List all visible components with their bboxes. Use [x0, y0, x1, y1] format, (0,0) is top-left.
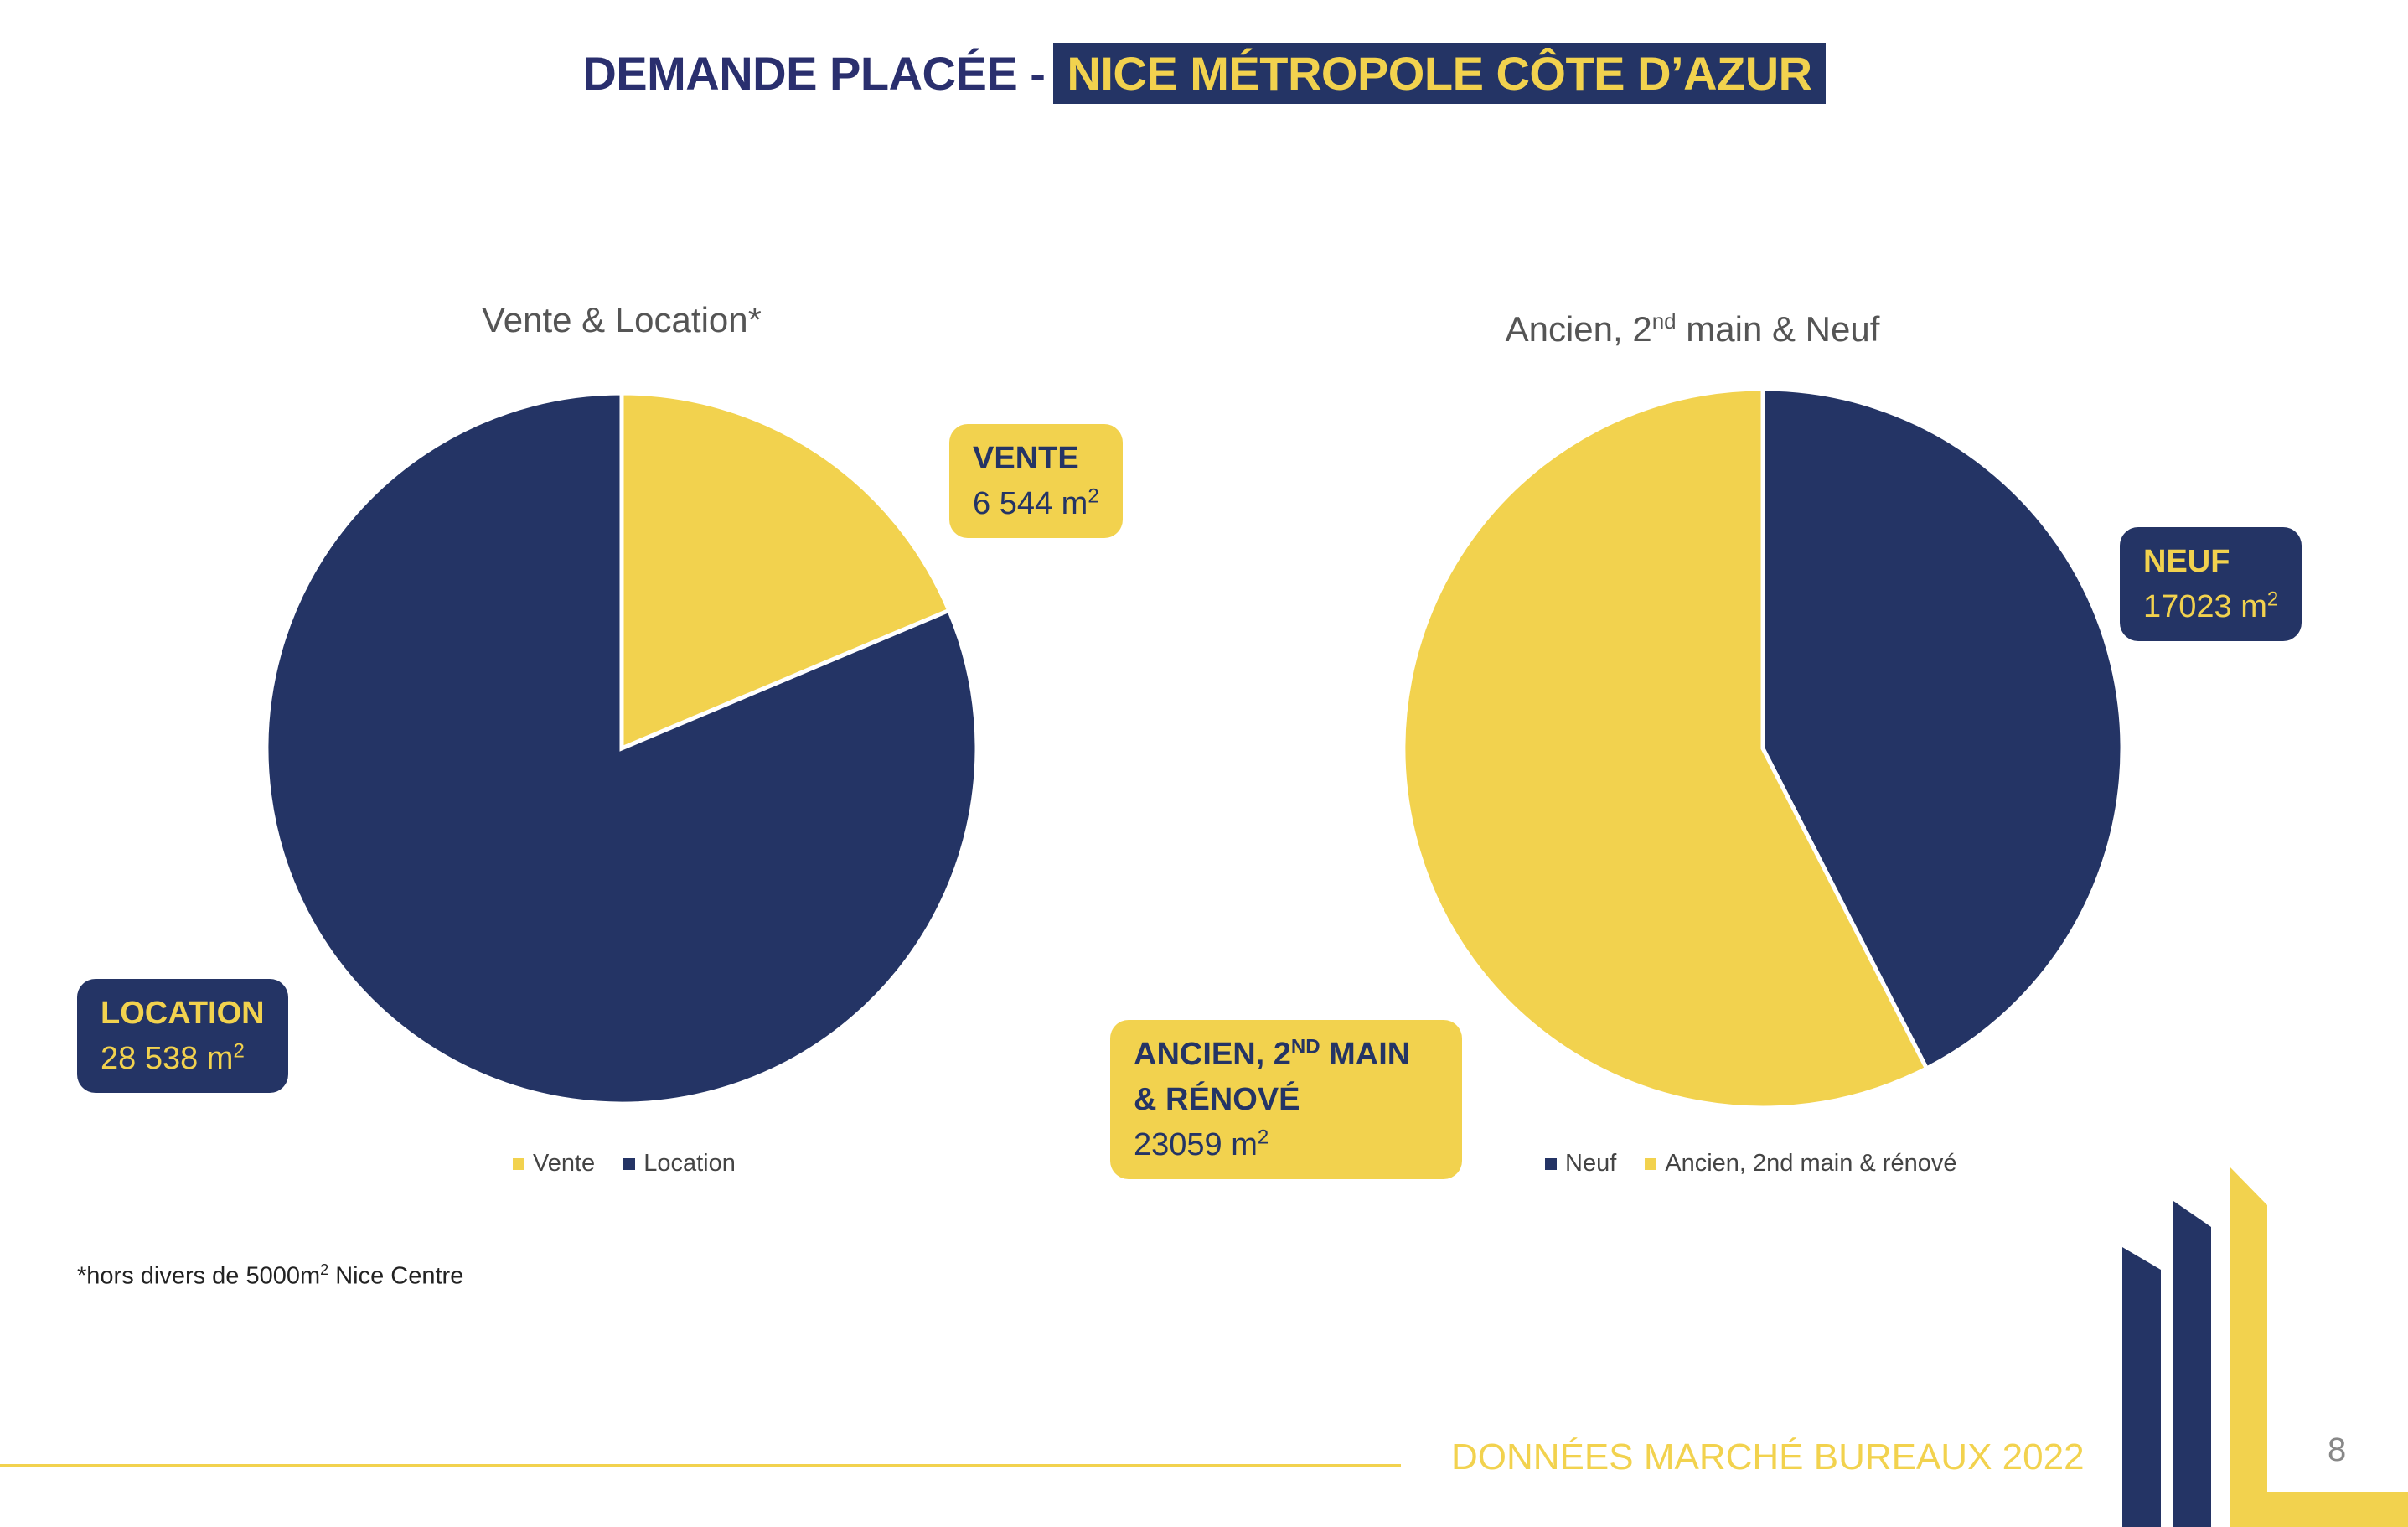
label-ancien: ANCIEN, 2ND MAIN & RÉNOVÉ 23059 m2	[1110, 1020, 1462, 1179]
title-plain: DEMANDE PLACÉE -	[582, 46, 1046, 100]
label-vente: VENTE 6 544 m2	[949, 424, 1123, 538]
legend-swatch	[513, 1157, 524, 1170]
footer-line	[0, 1464, 1401, 1467]
page-title: DEMANDE PLACÉE - NICE MÉTROPOLE CÔTE D’A…	[0, 39, 2408, 107]
deco-bar-1	[2122, 1247, 2161, 1527]
legend-swatch	[1545, 1157, 1557, 1170]
deco-bar-yellow	[2230, 1167, 2408, 1527]
legend-item-vente: Vente	[513, 1150, 595, 1178]
page-number: 8	[2328, 1431, 2347, 1468]
chart2-legend: Neuf Ancien, 2nd main & rénové	[1545, 1150, 1956, 1178]
label-location: LOCATION 28 538 m2	[77, 979, 288, 1093]
title-highlight: NICE MÉTROPOLE CÔTE D’AZUR	[1053, 42, 1826, 104]
pie-slice-ancien-2nd-main-r-nov-	[1401, 386, 1930, 1110]
pie-slice-vente	[619, 391, 953, 752]
footer-text: DONNÉES MARCHÉ BUREAUX 2022	[1451, 1436, 2085, 1478]
legend-item-location: Location	[623, 1150, 736, 1178]
chart1-title: Vente & Location*	[482, 300, 762, 339]
deco-bar-2	[2173, 1201, 2211, 1527]
legend-item-ancien: Ancien, 2nd main & rénové	[1645, 1150, 1956, 1178]
label-neuf: NEUF 17023 m2	[2120, 527, 2302, 641]
pie-slice-location	[264, 391, 979, 1106]
footnote: *hors divers de 5000m2 Nice Centre	[77, 1261, 464, 1290]
chart1-legend: Vente Location	[513, 1150, 736, 1178]
pie-slice-neuf	[1760, 386, 2125, 1072]
legend-swatch	[623, 1157, 636, 1170]
legend-item-neuf: Neuf	[1545, 1150, 1616, 1178]
legend-swatch	[1645, 1157, 1657, 1170]
chart2-title: Ancien, 2nd main & Neuf	[1505, 308, 1880, 349]
